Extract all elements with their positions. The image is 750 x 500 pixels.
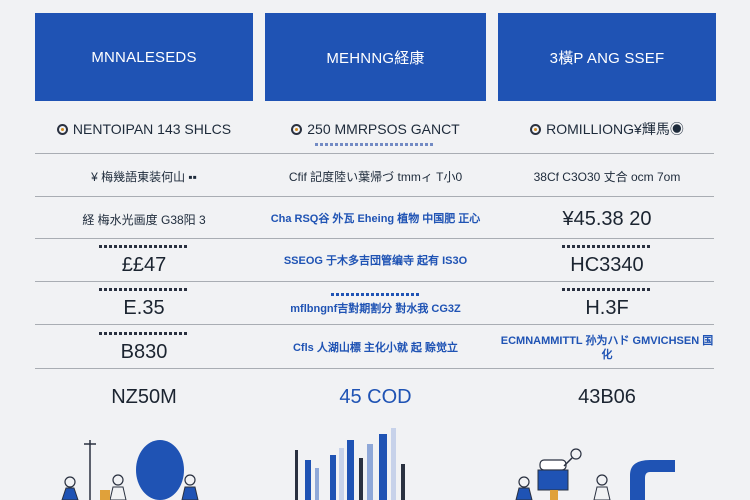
column-subtitle-2-text: 250 MMRPSOS GANCT bbox=[307, 121, 460, 137]
cell-text: Cfif 記度陸い葉帰づ tmmィ T小0 bbox=[288, 169, 463, 184]
row-divider bbox=[35, 368, 714, 369]
table-cell: ¥ 梅幾語東装何山 ▪▪ bbox=[35, 157, 253, 195]
cell-value: ¥45.38 20 bbox=[562, 207, 652, 230]
table-cell: Cfif 記度陸い葉帰づ tmmィ T小0 bbox=[265, 157, 486, 195]
label-dots bbox=[99, 332, 189, 335]
cell-value: ££47 bbox=[121, 254, 167, 276]
table-cell: Cha RSQ谷 外瓦 Eheing 植物 中国肥 正心 bbox=[265, 200, 486, 238]
table-cell: 経 梅水光画度 G38阳 3 bbox=[35, 200, 253, 238]
table-cell: SSEOG 于木多吉団管编寺 起有 IS3O bbox=[265, 242, 486, 280]
cell-text: 38Cf C3O30 丈合 ocm 7om bbox=[533, 169, 681, 184]
table-cell: E.35 bbox=[35, 285, 253, 323]
column-subtitle-2: 250 MMRPSOS GANCT bbox=[265, 118, 486, 140]
blue-s-shape bbox=[630, 460, 675, 500]
label-dots bbox=[99, 288, 189, 291]
cell-value: H.3F bbox=[585, 297, 629, 319]
table-cell: 38Cf C3O30 丈合 ocm 7om bbox=[498, 157, 716, 195]
table-cell: H.3F bbox=[498, 285, 716, 323]
table-cell: ECMNAMMITTL 孙为ハド GMVICHSEN 国化 bbox=[498, 328, 716, 368]
table-cell: ££47 bbox=[35, 242, 253, 280]
badge-icon bbox=[291, 123, 303, 135]
column-headers: MNNALESEDS MEHNNG経康 3橫P ANG SSEF bbox=[0, 13, 750, 101]
subtitle-underline bbox=[315, 143, 435, 146]
badge-icon bbox=[56, 123, 68, 135]
row-divider bbox=[35, 281, 714, 282]
cell-text: ECMNAMMITTL 孙为ハド GMVICHSEN 国化 bbox=[500, 335, 714, 361]
label-dots bbox=[562, 245, 652, 248]
column-subtitle-3: ROMILLIONG¥輝馬◉ bbox=[498, 118, 716, 140]
label-dots bbox=[562, 288, 652, 291]
workers-illustration bbox=[515, 448, 675, 500]
row-divider bbox=[35, 324, 714, 325]
total-value-3: 43B06 bbox=[578, 385, 636, 408]
person-head-icon bbox=[596, 474, 608, 486]
column-header-1: MNNALESEDS bbox=[35, 13, 253, 101]
column-header-3: 3橫P ANG SSEF bbox=[498, 13, 716, 101]
table-cell: ¥45.38 20 bbox=[498, 200, 716, 238]
row-divider bbox=[35, 153, 714, 154]
column-subtitle-3-text: ROMILLIONG¥輝馬◉ bbox=[546, 121, 684, 137]
row-divider bbox=[35, 238, 714, 239]
label-dots bbox=[99, 245, 189, 248]
table-cell: B830 bbox=[35, 328, 253, 368]
people-illustration bbox=[61, 440, 199, 500]
cell-text: mflbngnf吉對期割分 對水我 CG3Z bbox=[290, 302, 461, 315]
person-head-icon bbox=[518, 476, 530, 488]
total-value-2: 45 COD bbox=[339, 385, 412, 408]
bar-illustration bbox=[295, 428, 405, 500]
cell-text: SSEOG 于木多吉団管编寺 起有 IS3O bbox=[283, 255, 468, 267]
column-subtitle-1-text: NENTOIPAN 143 SHLCS bbox=[72, 121, 232, 137]
cell-value: E.35 bbox=[123, 297, 165, 319]
magnifier-icon bbox=[570, 448, 582, 460]
table-cell: HC3340 bbox=[498, 242, 716, 280]
cell-text: 経 梅水光画度 G38阳 3 bbox=[82, 212, 206, 227]
label-dots bbox=[330, 292, 421, 296]
table-cell: Cfls 人湖山標 主化小就 起 赊觉立 bbox=[265, 328, 486, 368]
cell-text: ¥ 梅幾語東装何山 ▪▪ bbox=[91, 169, 197, 184]
badge-icon bbox=[530, 123, 542, 135]
person-head-icon bbox=[64, 476, 76, 488]
cell-text: Cha RSQ谷 外瓦 Eheing 植物 中国肥 正心 bbox=[270, 213, 481, 225]
column-subtitle-1: NENTOIPAN 143 SHLCS bbox=[35, 118, 253, 140]
cell-value: B830 bbox=[120, 341, 168, 363]
cell-text: Cfls 人湖山標 主化小就 起 赊觉立 bbox=[292, 342, 458, 354]
blue-circle-shape bbox=[136, 440, 184, 500]
row-divider bbox=[35, 196, 714, 197]
cell-value: HC3340 bbox=[570, 254, 644, 276]
table-cell: mflbngnf吉對期割分 對水我 CG3Z bbox=[265, 285, 486, 323]
person-head-icon bbox=[112, 474, 124, 486]
column-header-2: MEHNNG経康 bbox=[265, 13, 486, 101]
person-head-icon bbox=[184, 474, 196, 486]
total-value-1: NZ50M bbox=[111, 385, 177, 408]
